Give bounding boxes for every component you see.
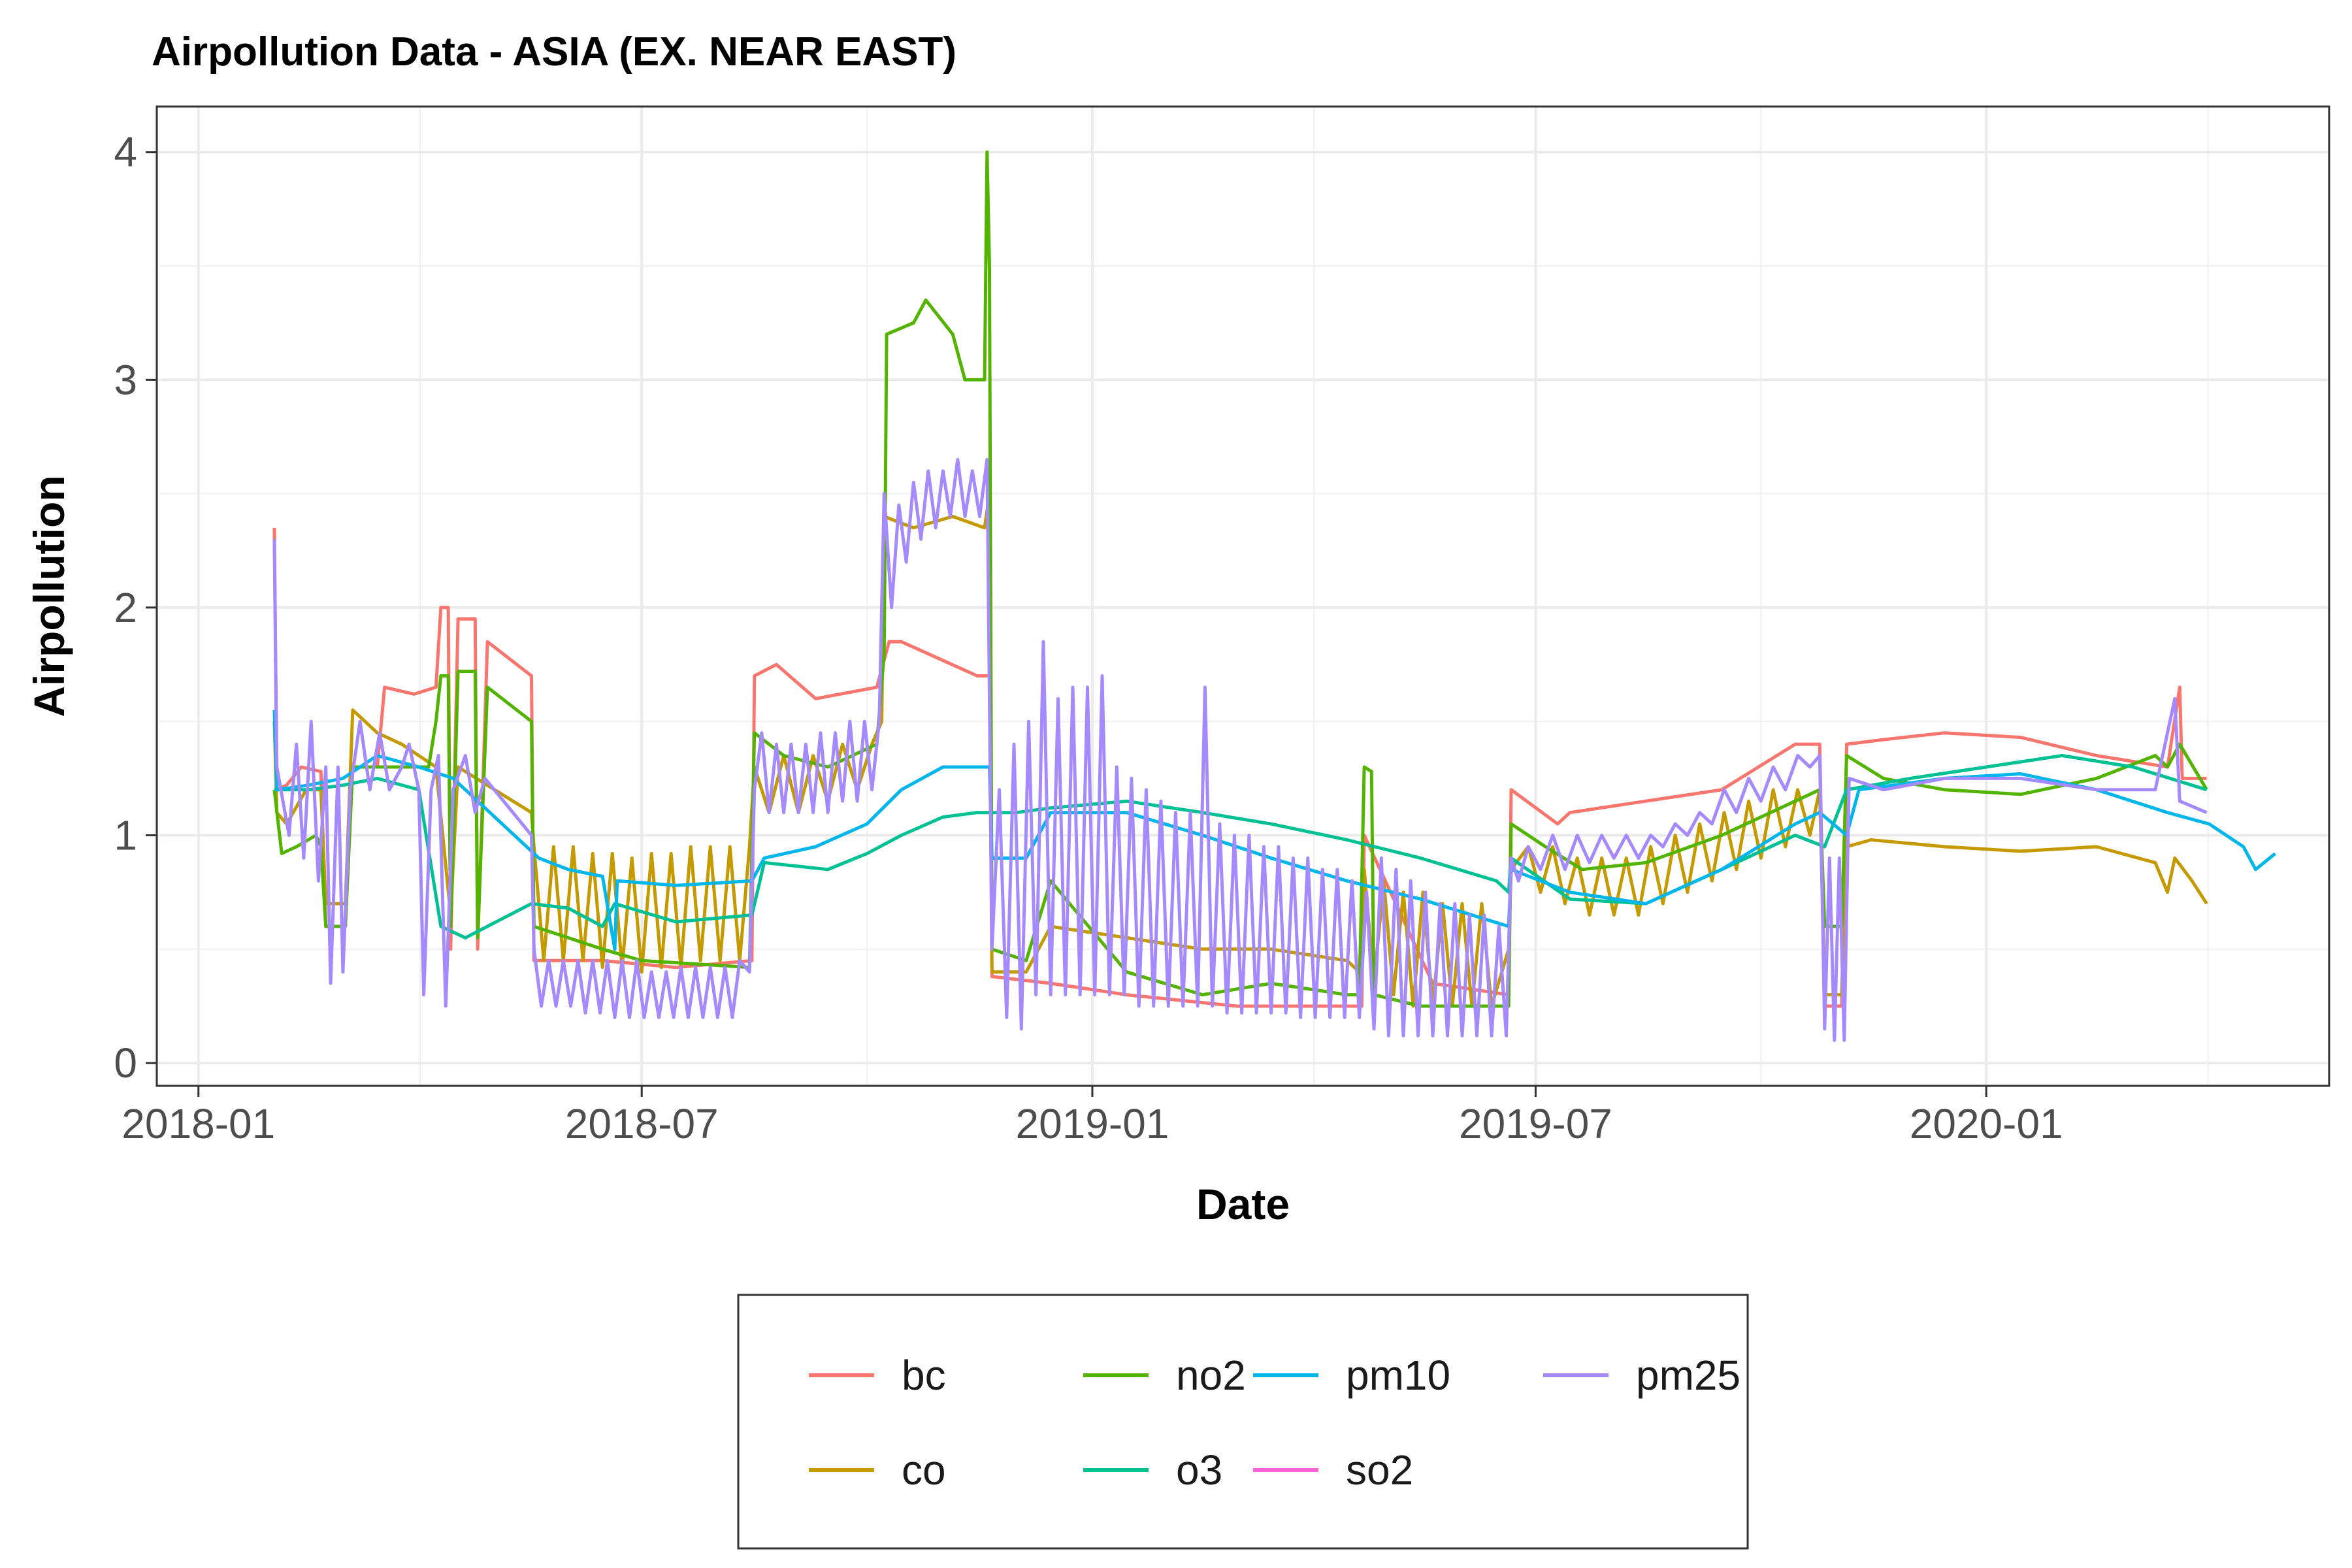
series-lines <box>272 150 2277 1042</box>
legend-box <box>737 1294 1749 1550</box>
x-axis-title: Date <box>1196 1180 1290 1228</box>
x-tick-label: 2020-01 <box>1910 1100 2063 1147</box>
y-tick-label: 0 <box>114 1039 137 1086</box>
x-tick-label: 2019-07 <box>1459 1100 1612 1147</box>
legend-label-o3: o3 <box>1176 1446 1222 1494</box>
panel-background <box>157 106 2329 1086</box>
legend-label-pm10: pm10 <box>1346 1352 1450 1399</box>
legend-item-pm25: pm25 <box>1543 1352 1740 1399</box>
legend-item-no2: no2 <box>1083 1352 1246 1399</box>
legend-label-so2: so2 <box>1346 1446 1413 1494</box>
legend-item-o3: o3 <box>1083 1446 1222 1494</box>
legend-item-bc: bc <box>809 1352 946 1399</box>
x-tick-label: 2018-07 <box>565 1100 719 1147</box>
chart-title: Airpollution Data - ASIA (EX. NEAR EAST) <box>152 29 956 74</box>
legend-label-no2: no2 <box>1176 1352 1246 1399</box>
series-line-no2 <box>272 150 2208 1008</box>
y-tick-label: 4 <box>114 129 137 176</box>
legend-label-pm25: pm25 <box>1636 1352 1740 1399</box>
x-tick-label: 2018-01 <box>122 1100 275 1147</box>
series-line-bc <box>272 527 2207 1008</box>
y-tick-label: 2 <box>114 584 137 631</box>
legend-label-co: co <box>902 1446 946 1494</box>
legend-item-so2: so2 <box>1253 1446 1413 1494</box>
series-line-co <box>272 492 2208 1008</box>
series-line-pm25 <box>272 457 2208 1042</box>
legend-label-bc: bc <box>902 1352 946 1399</box>
major-gridlines <box>157 106 2329 1086</box>
panel-border <box>155 105 2330 1087</box>
x-tick-label: 2019-01 <box>1016 1100 1169 1147</box>
y-axis: 0 1 2 3 4 <box>114 129 157 1086</box>
legend-item-co: co <box>809 1446 946 1494</box>
y-tick-label: 3 <box>114 356 137 403</box>
x-axis: 2018-01 2018-07 2019-01 2019-07 2020-01 <box>122 1086 2063 1147</box>
legend-item-pm10: pm10 <box>1253 1352 1450 1399</box>
legend: bc co no2 o3 pm10 so2 pm25 <box>737 1294 1749 1550</box>
y-axis-title: Airpollution <box>25 475 73 717</box>
plot-area <box>155 105 2330 1087</box>
y-tick-label: 1 <box>114 812 137 859</box>
